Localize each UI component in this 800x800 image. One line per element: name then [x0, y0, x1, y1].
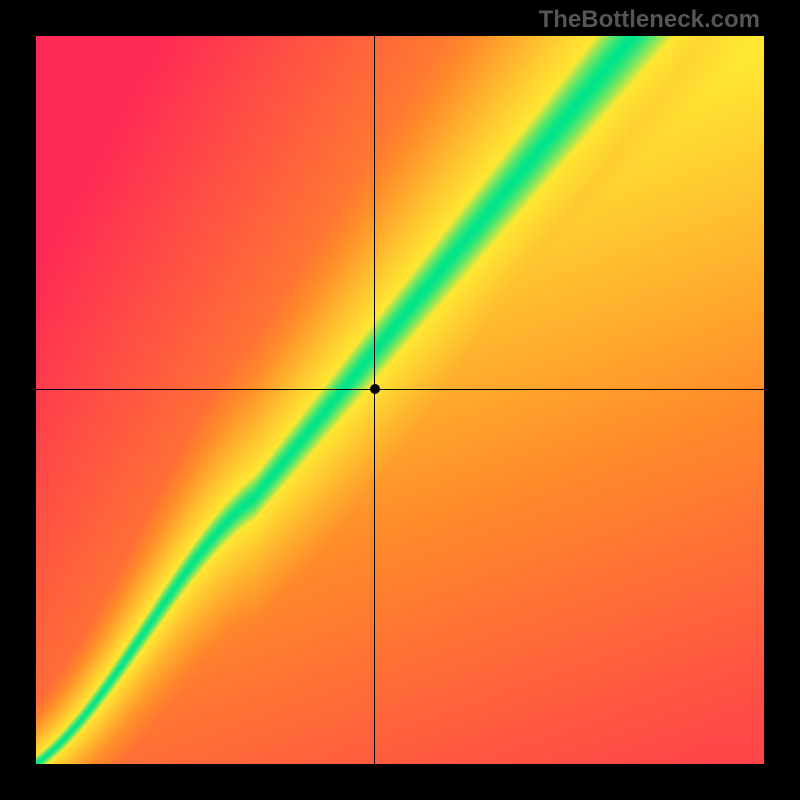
watermark-text: TheBottleneck.com: [539, 6, 760, 34]
crosshair-vertical: [374, 36, 375, 764]
heatmap-canvas: [36, 36, 764, 764]
heatmap-plot: [36, 36, 764, 764]
crosshair-marker: [370, 384, 380, 394]
crosshair-horizontal: [36, 389, 764, 390]
